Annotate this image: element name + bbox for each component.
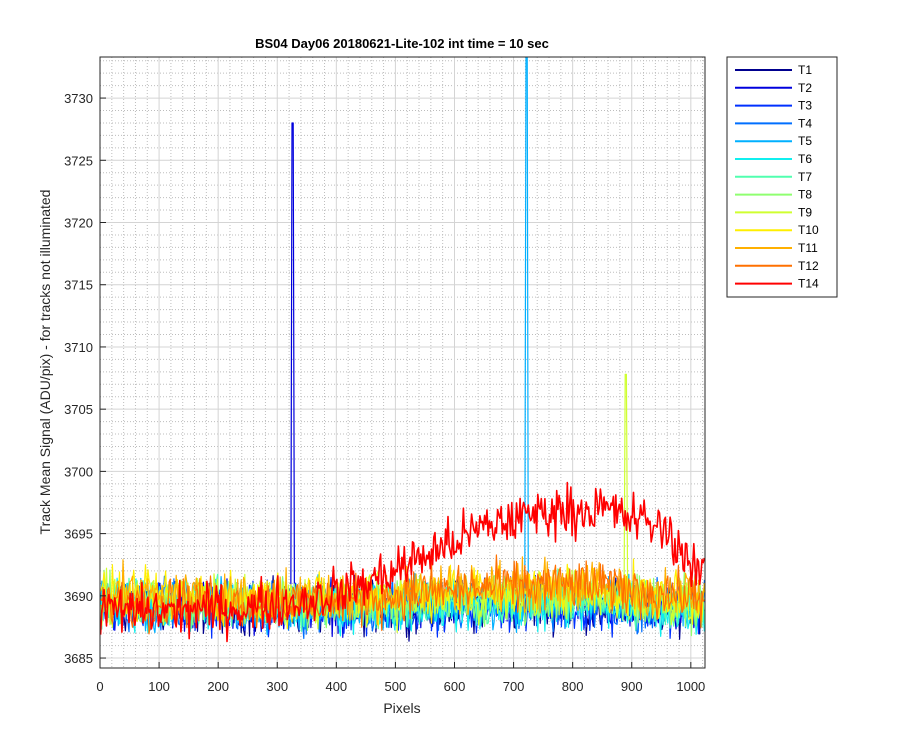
x-tick-label: 600 xyxy=(444,679,466,694)
x-tick-label: 300 xyxy=(266,679,288,694)
x-axis-label: Pixels xyxy=(383,700,420,716)
x-tick-label: 200 xyxy=(207,679,229,694)
x-tick-label: 800 xyxy=(562,679,584,694)
y-tick-label: 3700 xyxy=(64,464,93,479)
legend-label: T5 xyxy=(798,134,812,148)
y-tick-label: 3705 xyxy=(64,402,93,417)
legend-label: T6 xyxy=(798,152,812,166)
x-tick-label: 100 xyxy=(148,679,170,694)
chart-title: BS04 Day06 20180621-Lite-102 int time = … xyxy=(255,36,549,51)
series-line-t12 xyxy=(100,554,705,635)
legend-label: T12 xyxy=(798,259,819,273)
series-layer xyxy=(100,57,705,643)
grid xyxy=(99,57,705,668)
y-tick-label: 3720 xyxy=(64,216,93,231)
legend-label: T1 xyxy=(798,63,812,77)
legend-label: T9 xyxy=(798,205,812,219)
y-tick-label: 3715 xyxy=(64,278,93,293)
legend-label: T3 xyxy=(798,99,812,113)
x-tick-label: 0 xyxy=(96,679,103,694)
y-axis: 3685 3690 3695 3700 3705 3710 3715 3720 3725 3730 xyxy=(64,91,106,666)
y-tick-label: 3685 xyxy=(64,651,93,666)
series-line-t14 xyxy=(100,481,705,643)
x-tick-label: 700 xyxy=(503,679,525,694)
legend-label: T7 xyxy=(798,170,812,184)
legend: T1 T2 T3 T4 T5 T6 T7 T8 T9 T10 T11 T12 T14 xyxy=(726,56,838,298)
y-tick-label: 3730 xyxy=(64,91,93,106)
x-tick-label: 500 xyxy=(385,679,407,694)
legend-label: T4 xyxy=(798,116,812,130)
x-tick-label: 1000 xyxy=(676,679,705,694)
legend-label: T14 xyxy=(798,277,819,291)
x-tick-label: 400 xyxy=(325,679,347,694)
y-tick-label: 3710 xyxy=(64,340,93,355)
legend-label: T10 xyxy=(798,223,819,237)
y-axis-label: Track Mean Signal (ADU/pix) - for tracks… xyxy=(37,190,53,535)
legend-label: T11 xyxy=(798,241,818,255)
y-tick-label: 3695 xyxy=(64,527,93,542)
legend-label: T8 xyxy=(798,188,812,202)
legend-label: T2 xyxy=(798,81,812,95)
x-tick-label: 900 xyxy=(621,679,643,694)
y-tick-label: 3725 xyxy=(64,153,93,168)
y-tick-label: 3690 xyxy=(64,589,93,604)
x-axis: 0 100 200 300 400 500 600 700 800 900 1000 xyxy=(96,662,705,694)
plot-frame xyxy=(99,56,706,669)
